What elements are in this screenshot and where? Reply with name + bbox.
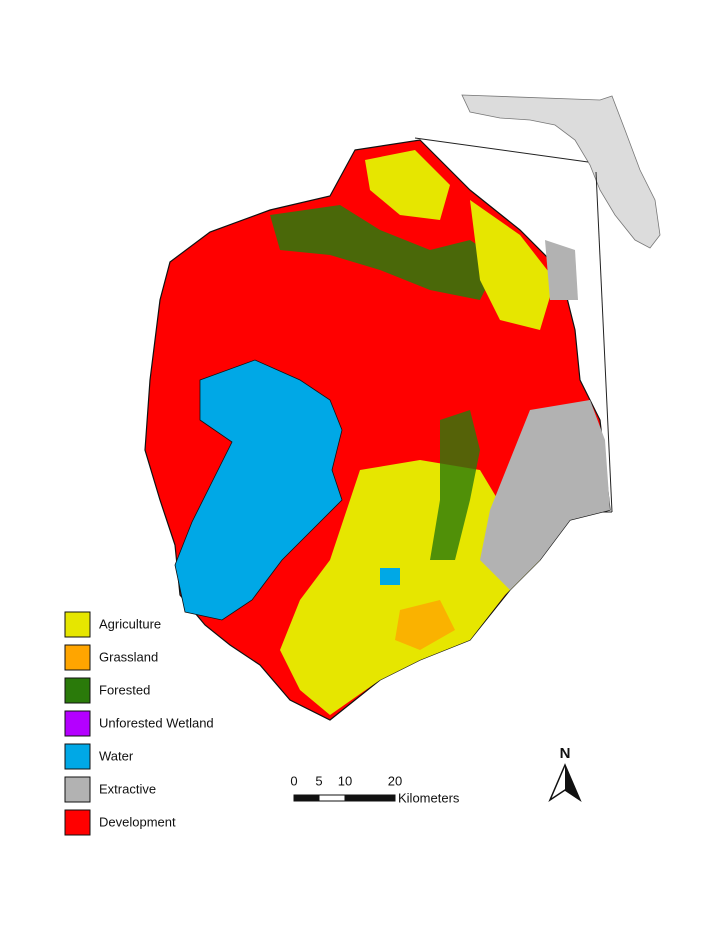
legend-swatch [64,710,91,737]
legend-label: Agriculture [99,616,161,631]
region-agriculture [280,460,540,715]
region-forested [430,410,480,560]
inset-line [414,137,589,163]
region-agriculture [365,150,450,220]
legend-swatch [64,743,91,770]
region-water [174,359,343,621]
region-extractive [480,400,610,590]
scale-tick-label: 20 [388,773,402,788]
legend-label: Forested [99,682,150,697]
florida-inset [461,94,661,249]
legend-swatch [64,644,91,671]
legend-swatch [64,809,91,836]
region-forested [270,205,500,300]
scale-segment [293,794,320,802]
region-grassland [395,600,455,650]
legend-label: Water [99,748,134,763]
scale-unit: Kilometers [398,790,460,805]
north-arrow: N [548,745,582,803]
legend-label: Grassland [99,649,158,664]
legend-swatch [64,677,91,704]
scale-tick-label: 5 [315,773,322,788]
north-label: N [560,745,571,762]
legend-swatch [64,776,91,803]
scale-segment [318,794,346,802]
legend-label: Unforested Wetland [99,715,214,730]
region-extractive [545,240,578,300]
region-agriculture [470,200,555,330]
scale-tick-label: 0 [290,773,297,788]
region-water [380,568,400,585]
north-arrow-half [565,765,580,800]
inset-line [595,171,613,513]
legend: Agriculture Grassland Forested Unforested W… [64,611,214,836]
legend-swatch [64,611,91,638]
legend-label: Development [99,814,176,829]
legend-label: Extractive [99,781,156,796]
scale-tick-label: 10 [338,773,352,788]
scale-bar: 0 5 10 20 Kilometers [290,773,460,805]
scale-segment [344,794,396,802]
